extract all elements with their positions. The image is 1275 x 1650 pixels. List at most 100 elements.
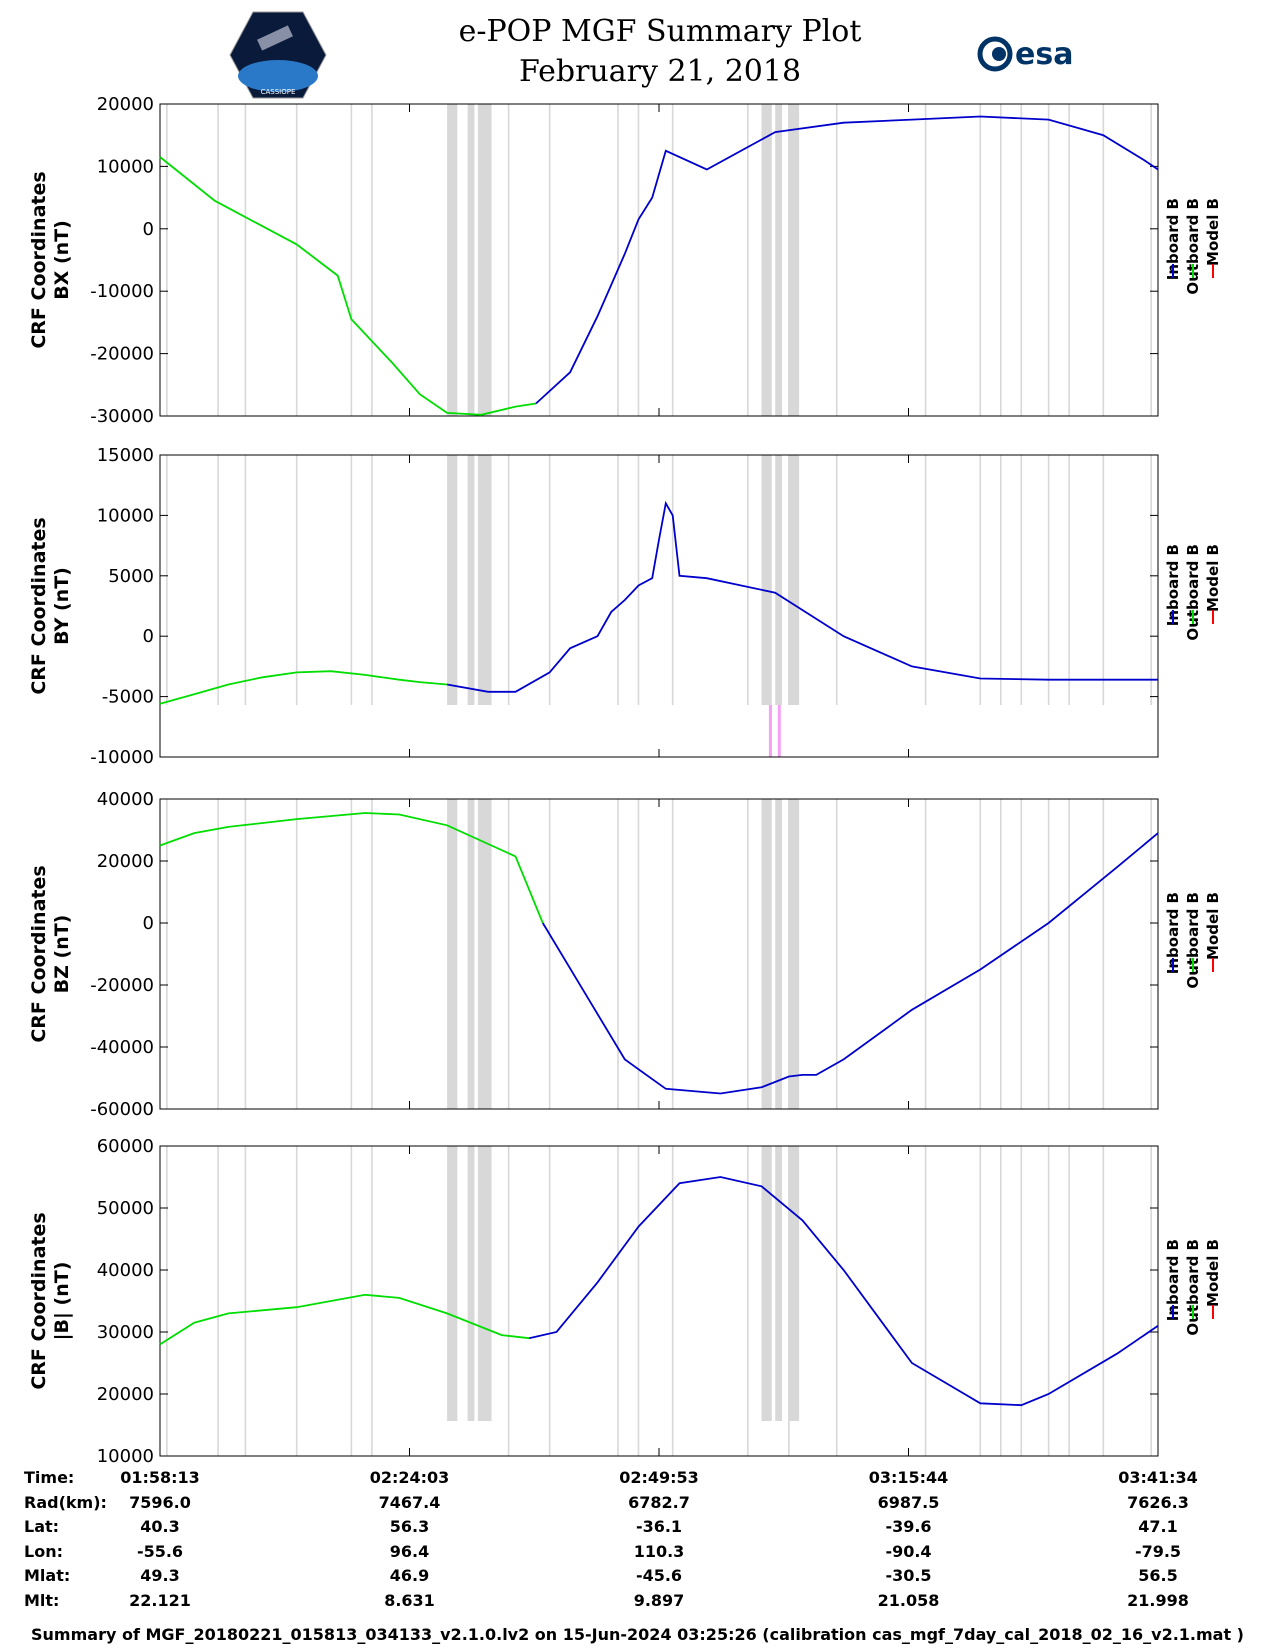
y-tick-label-0-5: 20000 (97, 94, 154, 115)
y-axis-label-0: CRF Coordinates (28, 171, 50, 348)
gap-band-1-0 (447, 455, 458, 705)
info-cell: -45.6 (635, 1566, 683, 1585)
gap-band-3-5 (788, 1146, 800, 1421)
info-cell: 7626.3 (1127, 1492, 1189, 1512)
gap-line-2-0 (166, 799, 168, 1109)
info-cell: 9.897 (633, 1590, 685, 1610)
gap-line-1-18 (1047, 455, 1050, 705)
gap-line-3-4 (350, 1146, 353, 1456)
info-cell: -39.6 (885, 1517, 932, 1536)
info-cell: 01:58:13 (120, 1468, 200, 1487)
gap-line-2-18 (1047, 799, 1050, 1109)
gap-band-2-0 (447, 799, 458, 1109)
info-cell: 02:24:03 (369, 1468, 450, 1487)
series-line-0-inboard-b (535, 115, 1159, 405)
panel-frame-1 (159, 454, 1159, 758)
gap-line-1-19 (1068, 455, 1070, 705)
series-line-2-inboard-b (542, 832, 1159, 1095)
gap-band-0-1 (467, 104, 475, 416)
gap-line-1-9 (637, 455, 640, 705)
gap-band-3-1 (467, 1146, 475, 1421)
y-tick-label-3-0: 10000 (97, 1446, 154, 1467)
info-cell: 56.3 (389, 1517, 430, 1536)
gap-band-0-2 (477, 104, 492, 416)
y-tick-label-2-4: 20000 (97, 851, 154, 872)
info-cell: 8.631 (384, 1590, 435, 1610)
gap-line-2-6 (507, 799, 510, 1109)
info-row-label: Lon: (24, 1541, 63, 1561)
info-cell: 40.3 (140, 1517, 180, 1536)
gap-line-1-10 (671, 455, 674, 705)
gap-line-2-7 (548, 799, 551, 1109)
gap-line-2-19 (1068, 799, 1070, 1109)
gap-line-1-14 (924, 455, 927, 705)
footer-summary: Summary of MGF_20180221_015813_034133_v2… (31, 1625, 1244, 1644)
gap-band-2-5 (788, 799, 800, 1109)
y-tick-label-2-3: 0 (143, 913, 154, 934)
legend-label-1-2: Model B (1204, 544, 1222, 612)
gap-line-0-21 (1150, 104, 1152, 416)
info-cell: 03:15:44 (868, 1468, 949, 1487)
gap-line-0-17 (1020, 104, 1023, 416)
y-tick-label-3-3: 40000 (97, 1260, 154, 1281)
gap-band-3-3 (761, 1146, 772, 1421)
y-tick-label-1-3: 5000 (108, 566, 154, 587)
legend-label-1-0: Inboard B (1164, 544, 1182, 626)
gap-line-2-2 (244, 799, 247, 1109)
legend-label-3-2: Model B (1204, 1239, 1222, 1307)
info-cell: -30.5 (885, 1566, 932, 1585)
y-axis-label-3: CRF Coordinates (28, 1212, 50, 1389)
gap-line-3-1 (217, 1146, 219, 1456)
gap-line-3-10 (671, 1146, 674, 1456)
info-cell: -55.6 (136, 1541, 184, 1561)
gap-line-2-17 (1020, 799, 1023, 1109)
series-line-3-inboard-b (528, 1176, 1159, 1407)
legend-label-3-1: Outboard B (1184, 1239, 1202, 1336)
gap-band-1-5 (788, 455, 800, 705)
gap-line-0-14 (924, 104, 927, 416)
gap-line-2-3 (295, 799, 298, 1109)
gap-band-0-3 (761, 104, 772, 416)
y-tick-label-2-5: 40000 (97, 789, 154, 810)
gap-band-0-0 (447, 104, 458, 416)
y-axis-unit-label-0: BX (nT) (51, 220, 73, 300)
info-cell: 49.3 (140, 1566, 180, 1585)
gap-band-3-2 (477, 1146, 492, 1421)
gap-line-0-15 (979, 104, 982, 416)
y-tick-label-3-4: 50000 (97, 1198, 154, 1219)
series-line-0-outboard-b (159, 156, 537, 416)
gap-line-3-13 (835, 1146, 838, 1456)
info-cell: 02:49:53 (619, 1468, 699, 1487)
info-cell: -79.5 (1134, 1541, 1182, 1561)
y-tick-label-0-1: -20000 (90, 344, 154, 365)
pink-marker-1 (777, 705, 781, 757)
esa-logo: esa (977, 36, 1073, 72)
info-row-label: Mlat: (24, 1566, 71, 1585)
info-cell: 7467.4 (378, 1492, 441, 1512)
y-tick-label-1-5: 15000 (97, 445, 154, 466)
y-tick-label-1-0: -10000 (90, 747, 154, 768)
gap-line-2-10 (671, 799, 674, 1109)
plot-title: e-POP MGF Summary Plot February 21, 2018 (380, 12, 940, 92)
info-row: Mlat: 49.3 46.9 -45.6 -30.5 56.5 (0, 1566, 1275, 1590)
gap-line-3-19 (1068, 1146, 1070, 1456)
gap-line-2-16 (999, 799, 1002, 1109)
gap-line-3-11 (747, 1146, 749, 1456)
pink-marker-0 (768, 705, 772, 757)
gap-line-1-15 (979, 455, 982, 705)
gap-line-3-0 (166, 1146, 168, 1456)
gap-line-2-11 (747, 799, 749, 1109)
gap-line-1-6 (507, 455, 510, 705)
panel-frame-2 (159, 798, 1159, 1110)
gap-band-3-4 (775, 1146, 783, 1421)
legend-label-2-2: Model B (1204, 892, 1222, 960)
gap-line-0-0 (166, 104, 168, 416)
gap-line-3-16 (999, 1146, 1002, 1456)
series-line-1-inboard-b (446, 500, 1158, 693)
gap-line-0-6 (507, 104, 510, 416)
info-cell: 110.3 (633, 1541, 685, 1561)
gap-band-0-4 (775, 104, 783, 416)
info-cell: 46.9 (389, 1566, 430, 1585)
gap-line-1-7 (548, 455, 551, 705)
info-cell: 03:41:34 (1118, 1468, 1198, 1487)
